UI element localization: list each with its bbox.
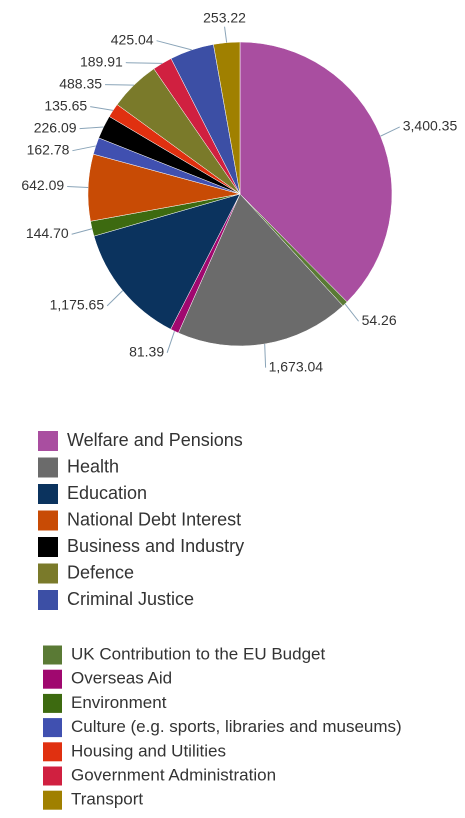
- leader-line: [79, 126, 104, 130]
- data-label: 226.09: [34, 119, 77, 135]
- legend-swatch: [38, 537, 58, 557]
- legend-swatch: [43, 742, 62, 762]
- data-label: 1,673.04: [269, 358, 324, 374]
- data-label: 253.22: [203, 9, 246, 25]
- pie-slice: [178, 193, 344, 347]
- data-label: 144.70: [26, 225, 69, 241]
- leader-line: [344, 303, 359, 322]
- leader-line: [72, 145, 96, 152]
- legend-swatch: [38, 484, 58, 504]
- legend-label: UK Contribution to the EU Budget: [71, 644, 325, 663]
- data-label: 425.04: [111, 31, 154, 47]
- legend-swatch: [43, 693, 62, 713]
- data-label: 162.78: [27, 141, 70, 157]
- data-label: 3,400.35: [403, 118, 458, 134]
- legend-swatch: [43, 669, 62, 689]
- pie-slice: [93, 193, 241, 330]
- data-label: 81.39: [129, 344, 164, 360]
- data-label: 1,175.65: [50, 297, 105, 313]
- legend-label: Business and Industry: [67, 536, 244, 556]
- legend-label: Criminal Justice: [67, 589, 194, 609]
- legend-label: Environment: [71, 693, 167, 712]
- leader-line: [106, 290, 124, 307]
- data-label: 135.65: [44, 97, 87, 113]
- legend-label: Housing and Utilities: [71, 741, 226, 760]
- leader-line: [90, 106, 114, 111]
- data-label: 54.26: [362, 312, 397, 328]
- legend-swatch: [43, 645, 62, 665]
- legend-label: Overseas Aid: [71, 669, 172, 688]
- legend-swatch: [38, 563, 58, 584]
- data-label: 189.91: [80, 53, 123, 69]
- legend-swatch: [43, 718, 62, 738]
- legend-swatch: [38, 457, 58, 478]
- legend-label: National Debt Interest: [67, 509, 241, 529]
- legend-label: Education: [67, 483, 147, 503]
- legend-swatch: [43, 766, 62, 786]
- legend-swatch: [38, 510, 58, 531]
- leader-line: [125, 62, 163, 64]
- legend-label: Health: [67, 456, 119, 476]
- leader-line: [380, 126, 400, 137]
- leader-line: [156, 40, 192, 51]
- leader-line: [67, 186, 89, 189]
- legend-label: Culture (e.g. sports, libraries and muse…: [71, 717, 402, 736]
- data-label: 488.35: [59, 75, 102, 91]
- leader-line: [224, 26, 228, 43]
- leader-line: [71, 228, 93, 235]
- legend-label: Transport: [71, 790, 143, 809]
- pie-slice: [239, 41, 393, 303]
- leader-line: [264, 343, 267, 368]
- legend-swatch: [38, 431, 58, 451]
- legend-label: Defence: [67, 562, 134, 582]
- legend-swatch: [43, 790, 62, 810]
- legend-label: Welfare and Pensions: [67, 430, 243, 450]
- data-label: 642.09: [21, 177, 64, 193]
- legend-label: Government Administration: [71, 765, 276, 784]
- leader-line: [166, 330, 175, 353]
- legend-swatch: [38, 590, 58, 610]
- pie-slice: [213, 41, 241, 195]
